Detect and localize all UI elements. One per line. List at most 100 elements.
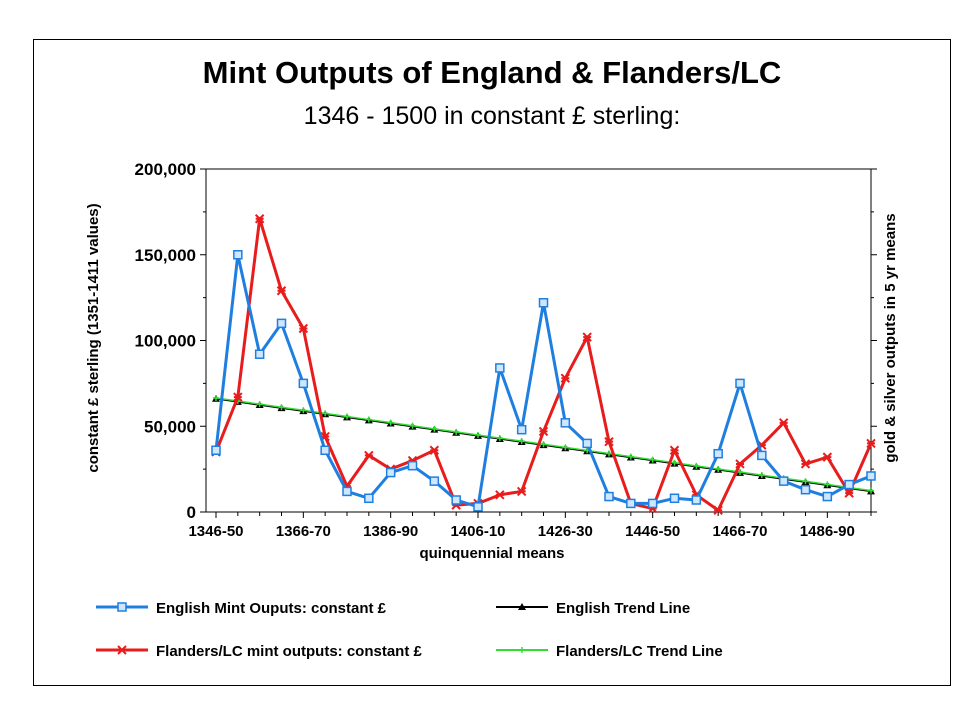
data-point (233, 392, 243, 402)
data-point (254, 349, 265, 359)
data-point (495, 490, 505, 500)
square-marker (451, 495, 461, 505)
data-point (342, 486, 352, 497)
data-point (647, 498, 658, 509)
plus-marker (431, 425, 438, 432)
data-point (254, 214, 265, 224)
plus-marker (715, 465, 722, 472)
chart-frame: Mint Outputs of England & Flanders/LC 13… (33, 39, 951, 686)
plus-marker (475, 431, 481, 438)
data-point (627, 453, 634, 460)
data-point (298, 378, 309, 389)
plus-marker (737, 469, 743, 476)
data-point (560, 418, 571, 428)
star-marker (800, 459, 811, 469)
plus-marker (322, 410, 329, 417)
square-marker (495, 363, 505, 373)
star-marker (822, 452, 833, 462)
data-point (822, 491, 833, 502)
data-point (560, 373, 571, 383)
square-marker (276, 318, 287, 329)
legend-label: English Trend Line (556, 600, 690, 617)
plus-marker (256, 401, 263, 408)
x-tick-label: 1466-70 (712, 523, 767, 540)
star-marker (866, 438, 876, 449)
data-point (409, 422, 416, 429)
data-point (429, 476, 440, 486)
data-point (649, 456, 656, 463)
y-tick-label: 0 (187, 503, 196, 522)
x-tick-label: 1346-50 (188, 523, 243, 540)
square-marker (342, 486, 352, 497)
square-marker (691, 495, 702, 505)
star-marker (516, 486, 527, 497)
square-marker (429, 476, 440, 486)
y-tick-label: 100,000 (135, 332, 196, 351)
star-marker (364, 450, 374, 461)
data-point (518, 438, 525, 445)
plus-marker (387, 419, 394, 426)
data-point (211, 445, 221, 456)
data-point (802, 478, 809, 485)
square-marker (735, 378, 745, 389)
data-point (757, 450, 767, 461)
star-marker (844, 488, 854, 498)
data-point (604, 436, 614, 447)
data-point (800, 459, 811, 469)
legend-swatch-marker (117, 645, 127, 655)
plus-marker (496, 435, 503, 442)
data-point (562, 444, 569, 451)
square-marker (669, 493, 680, 504)
data-point (669, 445, 680, 455)
square-marker (626, 498, 636, 509)
data-point (364, 450, 374, 461)
legend-label: Flanders/LC mint outputs: constant £ (156, 643, 422, 660)
square-marker (604, 491, 614, 502)
data-point (213, 394, 219, 401)
data-point (473, 502, 483, 512)
plus-marker (213, 394, 219, 401)
data-point (475, 431, 481, 438)
square-marker (233, 250, 243, 260)
plus-marker (606, 450, 612, 457)
data-point (429, 445, 440, 455)
data-point (824, 481, 831, 488)
data-point (516, 486, 527, 497)
data-point (758, 472, 765, 479)
data-point (713, 448, 723, 459)
data-point (866, 438, 876, 449)
plot-area: 0 50,000 100,000 150,000 200,000 1346-50 1366-… (135, 160, 877, 540)
star-marker (117, 645, 127, 655)
star-marker (713, 505, 723, 515)
legend-swatch-marker (519, 647, 525, 653)
star-marker (560, 373, 571, 383)
plus-marker (278, 404, 285, 411)
data-point (538, 426, 549, 437)
plus-marker (518, 438, 525, 445)
x-tick-label: 1386-90 (363, 523, 418, 540)
star-marker (233, 392, 243, 402)
square-marker (822, 491, 833, 502)
y-tick-label: 200,000 (135, 160, 196, 179)
data-point (626, 498, 636, 509)
square-marker (538, 298, 549, 308)
square-marker (298, 378, 309, 389)
data-point (256, 401, 263, 408)
square-marker (211, 445, 221, 456)
data-point (320, 445, 330, 456)
chart-title: Mint Outputs of England & Flanders/LC (203, 55, 782, 90)
y-tick-label: 150,000 (135, 246, 196, 265)
square-marker (647, 498, 658, 509)
plus-marker (365, 416, 372, 423)
x-tick-label: 1486-90 (800, 523, 855, 540)
data-point (387, 419, 394, 426)
plus-marker (409, 422, 416, 429)
data-point (671, 459, 678, 466)
data-point (385, 467, 396, 478)
legend-swatch-marker (518, 603, 526, 610)
plus-marker (540, 441, 547, 448)
plus-marker (824, 481, 831, 488)
data-point (606, 450, 612, 457)
data-point (344, 413, 350, 420)
data-point (800, 484, 811, 495)
